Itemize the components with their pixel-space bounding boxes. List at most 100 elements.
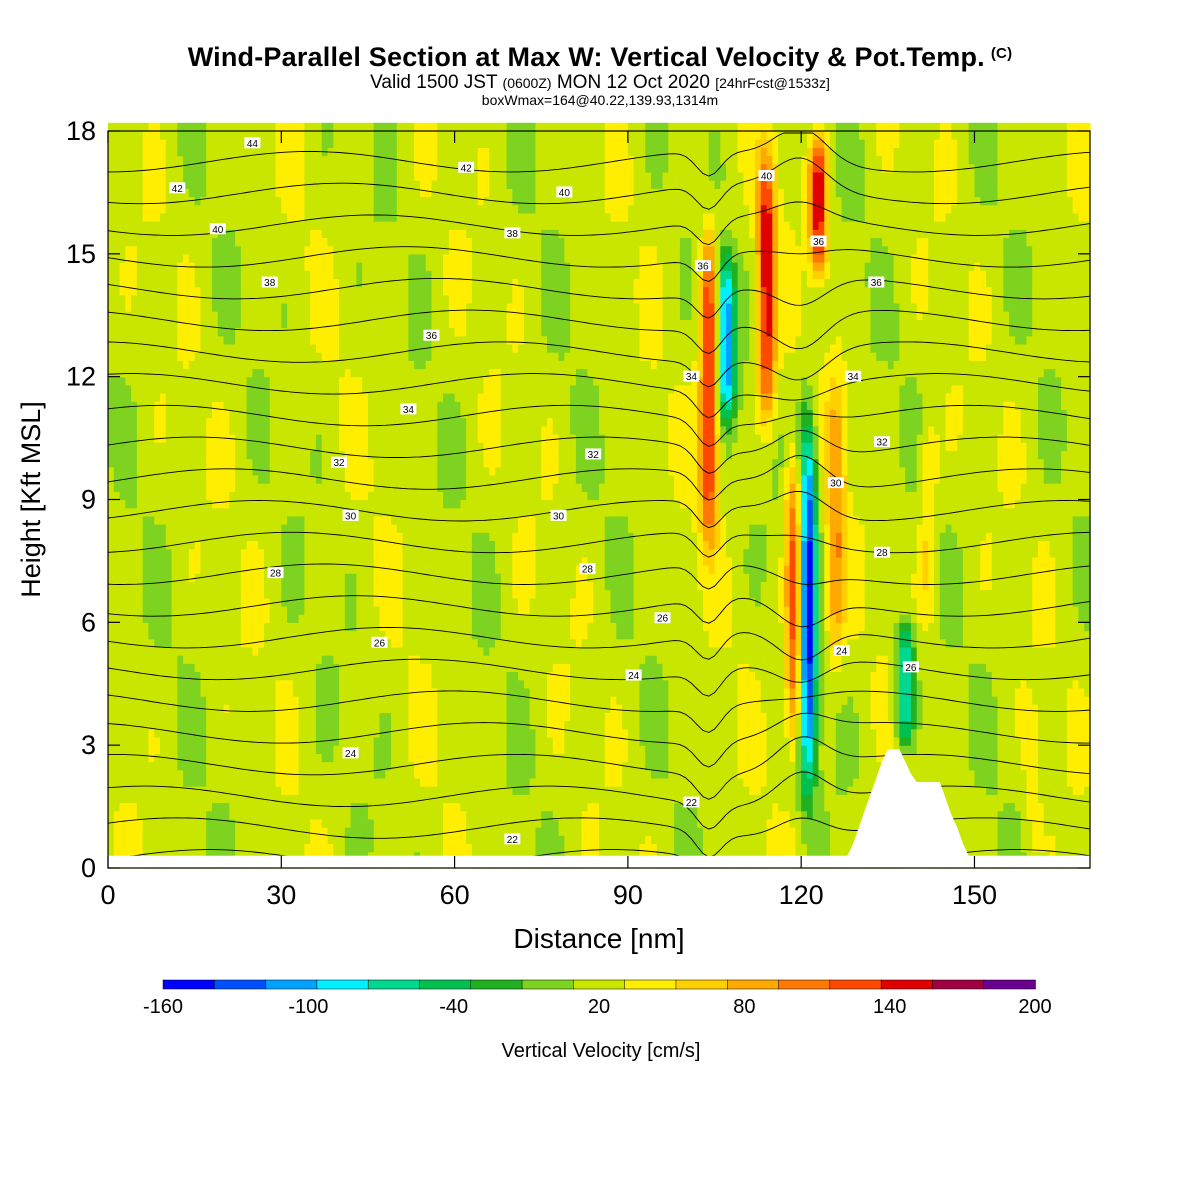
vv-cell xyxy=(367,327,375,337)
vv-cell xyxy=(339,614,346,623)
vv-cell xyxy=(200,245,207,255)
vv-cell xyxy=(391,622,398,632)
vv-cell xyxy=(223,720,230,730)
vv-cell xyxy=(165,221,173,230)
vv-cell xyxy=(165,622,173,632)
vv-cell xyxy=(333,745,340,754)
vv-cell xyxy=(292,425,300,435)
vv-cell xyxy=(419,614,427,623)
vv-cell xyxy=(379,302,386,312)
vv-cell xyxy=(287,605,294,615)
vv-cell xyxy=(385,794,392,804)
vv-cell xyxy=(344,302,352,312)
vv-cell xyxy=(131,368,138,378)
vv-cell xyxy=(211,368,219,378)
vv-cell xyxy=(373,360,381,370)
vv-cell xyxy=(258,499,265,509)
vv-cell xyxy=(263,524,271,533)
vv-cell xyxy=(373,311,381,320)
vv-cell xyxy=(310,827,317,836)
vv-cell xyxy=(391,663,398,673)
vv-cell xyxy=(385,442,392,451)
vv-cell xyxy=(327,302,334,312)
vv-cell xyxy=(165,278,173,288)
vv-cell xyxy=(287,466,294,476)
vv-cell xyxy=(217,139,225,148)
vv-cell xyxy=(315,253,323,263)
vv-cell xyxy=(373,302,381,312)
vv-cell xyxy=(304,565,311,574)
vv-cell xyxy=(281,565,288,574)
vv-cell xyxy=(119,352,126,361)
vv-cell xyxy=(315,581,323,591)
vv-cell xyxy=(350,712,357,722)
vv-cell xyxy=(142,565,150,574)
vv-cell xyxy=(391,573,398,582)
vv-cell xyxy=(333,229,340,239)
vv-cell xyxy=(177,802,184,812)
vv-cell xyxy=(194,810,202,820)
vv-cell xyxy=(217,180,225,189)
vv-cell xyxy=(258,278,265,288)
vv-cell xyxy=(310,581,317,591)
vv-cell xyxy=(391,311,398,320)
vv-cell xyxy=(344,253,352,263)
vv-cell xyxy=(200,442,207,451)
vv-cell xyxy=(206,409,213,419)
vv-cell xyxy=(419,499,427,509)
vv-cell xyxy=(298,425,305,435)
vv-cell xyxy=(113,286,121,296)
vv-cell xyxy=(154,777,161,787)
vv-cell xyxy=(113,745,121,754)
vv-cell xyxy=(131,499,138,509)
vv-cell xyxy=(258,540,265,550)
vv-cell xyxy=(269,540,277,550)
vv-cell xyxy=(188,597,196,607)
vv-cell xyxy=(391,532,398,542)
vv-cell xyxy=(362,327,369,337)
vv-cell xyxy=(188,155,196,165)
vv-cell xyxy=(298,687,305,697)
vv-cell xyxy=(304,376,311,386)
vv-cell xyxy=(356,221,363,230)
vv-cell xyxy=(373,753,381,763)
vv-cell xyxy=(113,466,121,476)
vv-cell xyxy=(252,360,259,370)
vv-cell xyxy=(131,556,138,566)
vv-cell xyxy=(292,245,300,255)
vv-cell xyxy=(344,237,352,247)
vv-cell xyxy=(287,745,294,754)
vv-cell xyxy=(154,630,161,640)
vv-cell xyxy=(269,188,277,198)
vv-cell xyxy=(367,147,375,157)
vv-cell xyxy=(165,581,173,591)
vv-cell xyxy=(385,171,392,181)
vv-cell xyxy=(183,556,190,566)
vv-cell xyxy=(414,122,421,132)
vv-cell xyxy=(350,196,357,206)
vv-cell xyxy=(379,458,386,468)
vv-cell xyxy=(183,253,190,263)
vv-cell xyxy=(419,483,427,492)
vv-cell xyxy=(292,745,300,754)
vv-cell xyxy=(367,450,375,460)
vv-cell xyxy=(419,474,427,484)
vv-cell xyxy=(125,483,132,492)
vv-cell xyxy=(194,442,202,451)
vv-cell xyxy=(344,794,352,804)
vv-cell xyxy=(223,818,230,828)
vv-cell xyxy=(402,663,409,673)
vv-cell xyxy=(298,491,305,501)
vv-cell xyxy=(287,753,294,763)
vv-cell xyxy=(327,368,334,378)
vv-cell xyxy=(131,728,138,738)
vv-cell xyxy=(113,450,121,460)
vv-cell xyxy=(391,237,398,247)
vv-cell xyxy=(258,605,265,615)
vv-cell xyxy=(356,327,363,337)
vv-cell xyxy=(136,761,144,771)
vv-cell xyxy=(188,384,196,394)
vv-cell xyxy=(142,327,150,337)
vv-cell xyxy=(373,204,381,214)
vv-cell xyxy=(177,212,184,222)
